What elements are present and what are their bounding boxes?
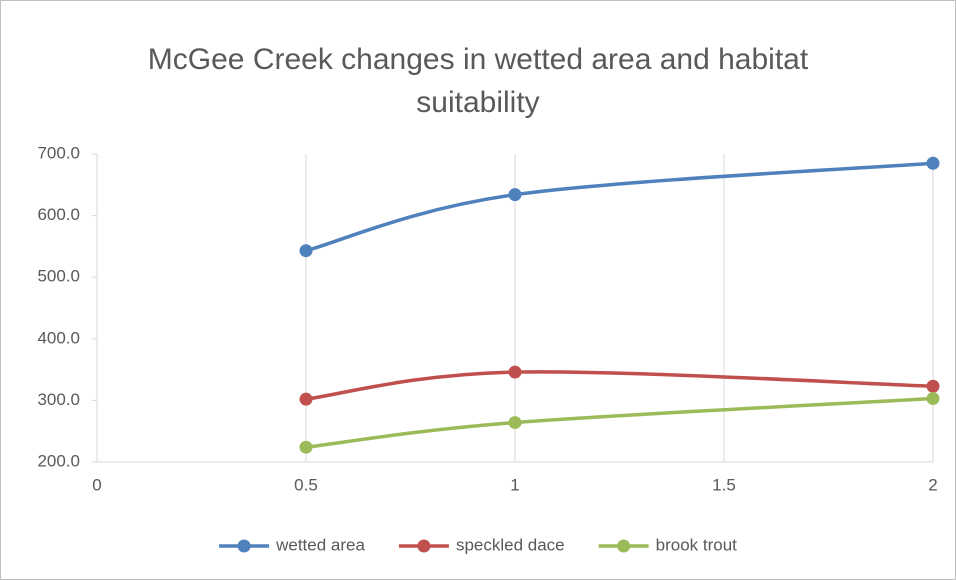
legend-label: brook trout <box>656 535 738 554</box>
legend-marker <box>617 539 631 553</box>
x-tick-label: 0.5 <box>294 475 318 494</box>
y-tick-label: 700.0 <box>37 143 80 162</box>
y-tick-label: 400.0 <box>37 328 80 347</box>
data-point <box>299 392 313 406</box>
y-tick-label: 500.0 <box>37 267 80 286</box>
data-point <box>299 244 313 258</box>
legend-marker <box>417 539 431 553</box>
data-point <box>299 440 313 454</box>
x-tick-label: 1 <box>510 475 519 494</box>
series-line <box>304 396 935 449</box>
data-point <box>508 416 522 430</box>
legend-label: wetted area <box>275 535 365 554</box>
data-point <box>926 392 940 406</box>
y-tick-label: 200.0 <box>37 451 80 470</box>
x-tick-label: 2 <box>928 475 937 494</box>
data-point <box>926 156 940 170</box>
x-tick-label: 1.5 <box>712 475 736 494</box>
data-point <box>508 188 522 202</box>
legend-marker <box>237 539 251 553</box>
y-tick-label: 600.0 <box>37 205 80 224</box>
chart-title: McGee Creek changes in wetted area and h… <box>147 43 809 119</box>
y-tick-label: 300.0 <box>37 390 80 409</box>
x-tick-label: 0 <box>92 475 101 494</box>
legend-label: speckled dace <box>456 535 565 554</box>
data-point <box>926 379 940 393</box>
series-line <box>304 370 935 401</box>
data-point <box>508 365 522 379</box>
series-line <box>304 161 935 253</box>
